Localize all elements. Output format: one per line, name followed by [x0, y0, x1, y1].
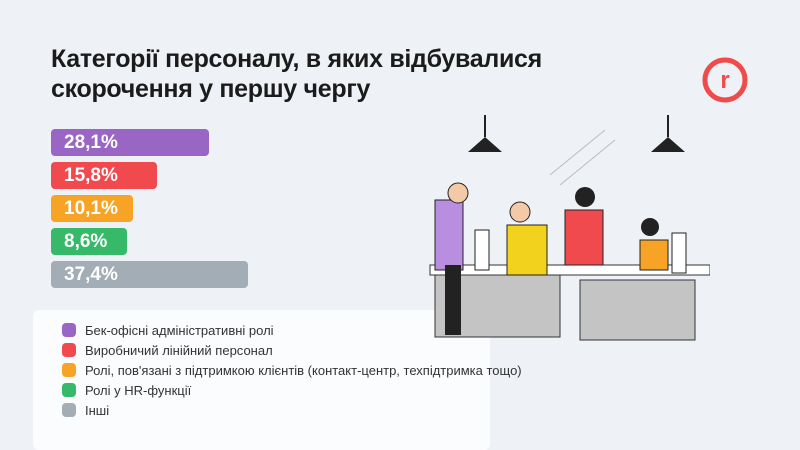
legend-swatch [62, 363, 76, 377]
legend-item: Ролі у HR-функції [62, 380, 522, 400]
bar: 15,8% [51, 162, 158, 189]
bar: 10,1% [51, 195, 134, 222]
legend-item: Інші [62, 400, 522, 420]
bar-value-label: 28,1% [64, 132, 118, 153]
bar-value-label: 8,6% [64, 231, 108, 252]
bar-chart: 28,1% 15,8% 10,1% 8,6% 37,4% [51, 129, 249, 294]
bar: 28,1% [51, 129, 210, 156]
bar-value-label: 15,8% [64, 165, 118, 186]
bar: 8,6% [51, 228, 128, 255]
legend-swatch [62, 343, 76, 357]
svg-text:r: r [720, 67, 729, 94]
brand-logo: r [701, 56, 749, 109]
legend-item: Бек-офісні адміністративні ролі [62, 320, 522, 340]
legend-label: Виробничий лінійний персонал [85, 342, 273, 358]
legend-label: Інші [85, 402, 110, 418]
legend: Бек-офісні адміністративні ролі Виробничи… [62, 320, 522, 420]
legend-swatch [62, 403, 76, 417]
legend-swatch [62, 383, 76, 397]
title-line-1: Категорії персоналу, в яких відбувалися [51, 45, 542, 73]
legend-label: Ролі у HR-функції [85, 382, 192, 398]
legend-item: Ролі, пов'язані з підтримкою клієнтів (к… [62, 360, 522, 380]
office-illustration [410, 115, 711, 350]
legend-label: Бек-офісні адміністративні ролі [85, 322, 274, 338]
legend-label: Ролі, пов'язані з підтримкою клієнтів (к… [85, 362, 522, 378]
bar-value-label: 10,1% [64, 198, 118, 219]
legend-swatch [62, 323, 76, 337]
legend-item: Виробничий лінійний персонал [62, 340, 522, 360]
bar: 37,4% [51, 261, 249, 288]
legend-card [33, 310, 490, 450]
title-line-2: скорочення у першу чергу [51, 75, 371, 103]
page-title: Категорії персоналу, в яких відбувалися … [51, 44, 542, 104]
bar-value-label: 37,4% [64, 264, 118, 285]
